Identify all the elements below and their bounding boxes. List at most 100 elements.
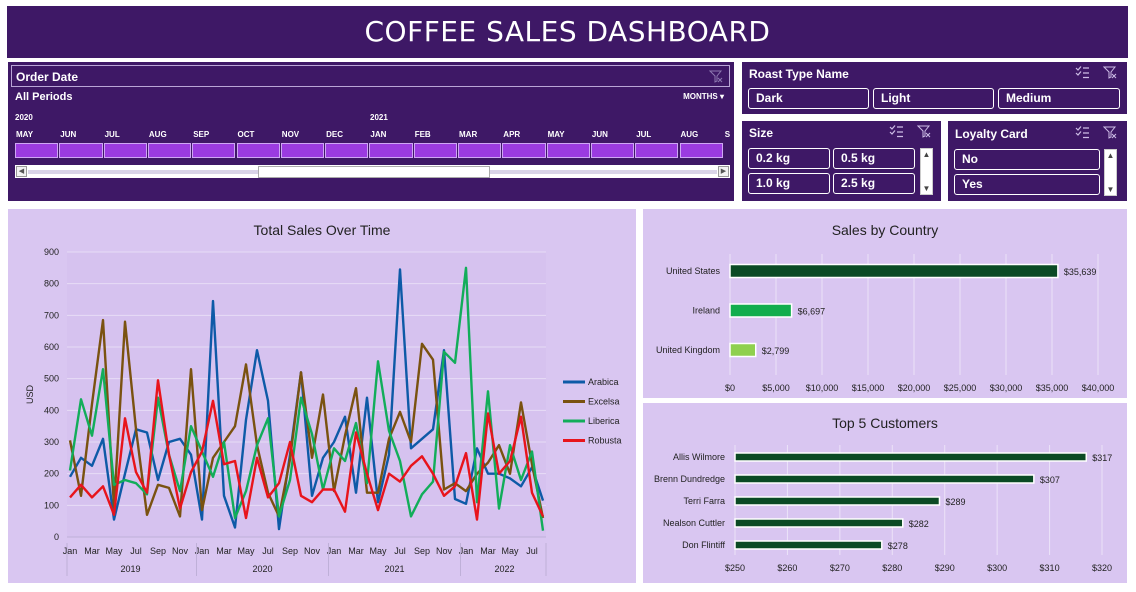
timeline-month-cell[interactable] bbox=[192, 143, 236, 158]
bar bbox=[734, 518, 904, 528]
category-label: Ireland bbox=[692, 306, 720, 316]
roast-item-dark[interactable]: Dark bbox=[748, 88, 869, 109]
multiselect-icon[interactable] bbox=[889, 125, 904, 138]
timeline-month-label: MAR bbox=[459, 130, 478, 139]
up-arrow-icon[interactable]: ▲ bbox=[922, 150, 931, 159]
y-tick-label: 200 bbox=[44, 469, 59, 479]
multiselect-icon[interactable] bbox=[1075, 126, 1090, 139]
timeline-month-label: SEP bbox=[193, 130, 210, 139]
timeline-month-cell[interactable] bbox=[413, 143, 457, 158]
x-tick-label: May bbox=[105, 546, 123, 556]
loyalty-item-no[interactable]: No bbox=[954, 149, 1100, 170]
x-tick-label: $280 bbox=[882, 563, 902, 573]
data-label: $278 bbox=[888, 541, 908, 551]
timeline-year-2020: 2020 bbox=[15, 113, 33, 122]
order-date-timeline[interactable]: Order Date All Periods MONTHS ▾ 2020 202… bbox=[7, 61, 735, 202]
customers-chart-title: Top 5 Customers bbox=[832, 415, 938, 431]
timeline-month-cell[interactable] bbox=[325, 143, 369, 158]
y-tick-label: 300 bbox=[44, 437, 59, 447]
x-tick-label: Jul bbox=[394, 546, 406, 556]
data-label: $289 bbox=[945, 497, 965, 507]
filter-clear-icon[interactable] bbox=[1103, 66, 1117, 79]
timeline-month-cell[interactable] bbox=[679, 143, 723, 158]
filter-clear-icon[interactable] bbox=[1103, 126, 1117, 139]
x-tick-label: $10,000 bbox=[806, 383, 839, 393]
timeline-month-label: S bbox=[724, 130, 731, 139]
category-label: Nealson Cuttler bbox=[663, 518, 725, 528]
timeline-month-label: JUN bbox=[60, 130, 77, 139]
category-label: Terri Farra bbox=[683, 496, 725, 506]
loyalty-card-slicer[interactable]: Loyalty Card No Yes ▲ ▼ bbox=[947, 120, 1128, 202]
x-tick-label: May bbox=[237, 546, 255, 556]
y-tick-label: 900 bbox=[44, 247, 59, 257]
roast-item-medium[interactable]: Medium bbox=[998, 88, 1120, 109]
series-line-robusta bbox=[69, 379, 545, 521]
x-tick-label: Mar bbox=[480, 546, 496, 556]
size-item-0-2kg[interactable]: 0.2 kg bbox=[748, 148, 830, 169]
up-arrow-icon[interactable]: ▲ bbox=[1106, 151, 1115, 160]
size-slicer[interactable]: Size 0.2 kg 0.5 kg 1.0 kg 2.5 kg ▲ ▼ bbox=[741, 120, 942, 202]
x-tick-label: Jul bbox=[526, 546, 538, 556]
timeline-month-cell[interactable] bbox=[635, 143, 679, 158]
filter-clear-icon[interactable] bbox=[917, 125, 931, 138]
down-arrow-icon[interactable]: ▼ bbox=[1106, 185, 1115, 194]
timeline-month-label: AUG bbox=[680, 130, 699, 139]
timeline-month-label: JUN bbox=[591, 130, 608, 139]
data-label: $35,639 bbox=[1064, 267, 1097, 277]
timeline-granularity-dropdown[interactable]: MONTHS ▾ bbox=[683, 92, 724, 101]
y-tick-label: 0 bbox=[54, 532, 59, 542]
size-item-0-5kg[interactable]: 0.5 kg bbox=[833, 148, 915, 169]
roast-item-light[interactable]: Light bbox=[873, 88, 994, 109]
timeline-month-cell[interactable] bbox=[59, 143, 103, 158]
size-item-1-0kg[interactable]: 1.0 kg bbox=[748, 173, 830, 194]
timeline-granularity-label: MONTHS bbox=[683, 92, 718, 101]
timeline-month-cell[interactable] bbox=[103, 143, 147, 158]
size-slicer-scrollbar[interactable]: ▲ ▼ bbox=[920, 148, 933, 195]
down-arrow-icon[interactable]: ▼ bbox=[922, 184, 931, 193]
category-label: United Kingdom bbox=[656, 345, 720, 355]
x-tick-label: $40,000 bbox=[1082, 383, 1115, 393]
timeline-month-cell[interactable] bbox=[236, 143, 280, 158]
roast-type-slicer[interactable]: Roast Type Name Dark Light Medium bbox=[741, 61, 1128, 115]
filter-clear-icon[interactable] bbox=[709, 70, 723, 83]
x-tick-label: $320 bbox=[1092, 563, 1112, 573]
x-tick-label: Sep bbox=[282, 546, 298, 556]
plot-area bbox=[67, 252, 546, 537]
legend-label: Excelsa bbox=[588, 397, 620, 407]
timeline-month-cell[interactable] bbox=[502, 143, 546, 158]
bar bbox=[734, 540, 883, 550]
multiselect-icon[interactable] bbox=[1075, 66, 1090, 79]
data-label: $282 bbox=[909, 519, 929, 529]
timeline-month-cell[interactable] bbox=[458, 143, 502, 158]
year-label: 2019 bbox=[120, 564, 140, 574]
country-chart-title: Sales by Country bbox=[831, 222, 939, 238]
x-tick-label: $35,000 bbox=[1036, 383, 1069, 393]
bar bbox=[729, 342, 757, 358]
category-label: Brenn Dundredge bbox=[654, 474, 725, 484]
y-tick-label: 400 bbox=[44, 405, 59, 415]
series-line-arabica bbox=[68, 268, 545, 531]
timeline-month-cell[interactable] bbox=[280, 143, 325, 158]
scroll-left-icon[interactable]: ◀ bbox=[16, 166, 27, 177]
x-tick-label: Jul bbox=[262, 546, 274, 556]
y-axis-label: USD bbox=[25, 385, 35, 405]
timeline-scrollbar[interactable]: ◀ ▶ bbox=[15, 165, 730, 178]
y-tick-label: 500 bbox=[44, 374, 59, 384]
timeline-month-cell[interactable] bbox=[15, 143, 59, 158]
loyalty-item-yes[interactable]: Yes bbox=[954, 174, 1100, 195]
timeline-scroll-thumb[interactable] bbox=[258, 166, 490, 178]
timeline-month-cell[interactable] bbox=[590, 143, 635, 158]
loyalty-slicer-scrollbar[interactable]: ▲ ▼ bbox=[1104, 149, 1117, 196]
scroll-right-icon[interactable]: ▶ bbox=[718, 166, 729, 177]
timeline-month-label: DEC bbox=[326, 130, 343, 139]
size-slicer-header: Size bbox=[749, 126, 774, 140]
timeline-month-label: JUL bbox=[636, 130, 652, 139]
timeline-month-cell[interactable] bbox=[369, 143, 413, 158]
x-tick-label: $20,000 bbox=[898, 383, 931, 393]
y-tick-label: 700 bbox=[44, 310, 59, 320]
timeline-month-cell[interactable] bbox=[147, 143, 192, 158]
x-tick-label: $270 bbox=[830, 563, 850, 573]
x-tick-label: Mar bbox=[84, 546, 100, 556]
size-item-2-5kg[interactable]: 2.5 kg bbox=[833, 173, 915, 194]
timeline-month-cell[interactable] bbox=[546, 143, 590, 158]
